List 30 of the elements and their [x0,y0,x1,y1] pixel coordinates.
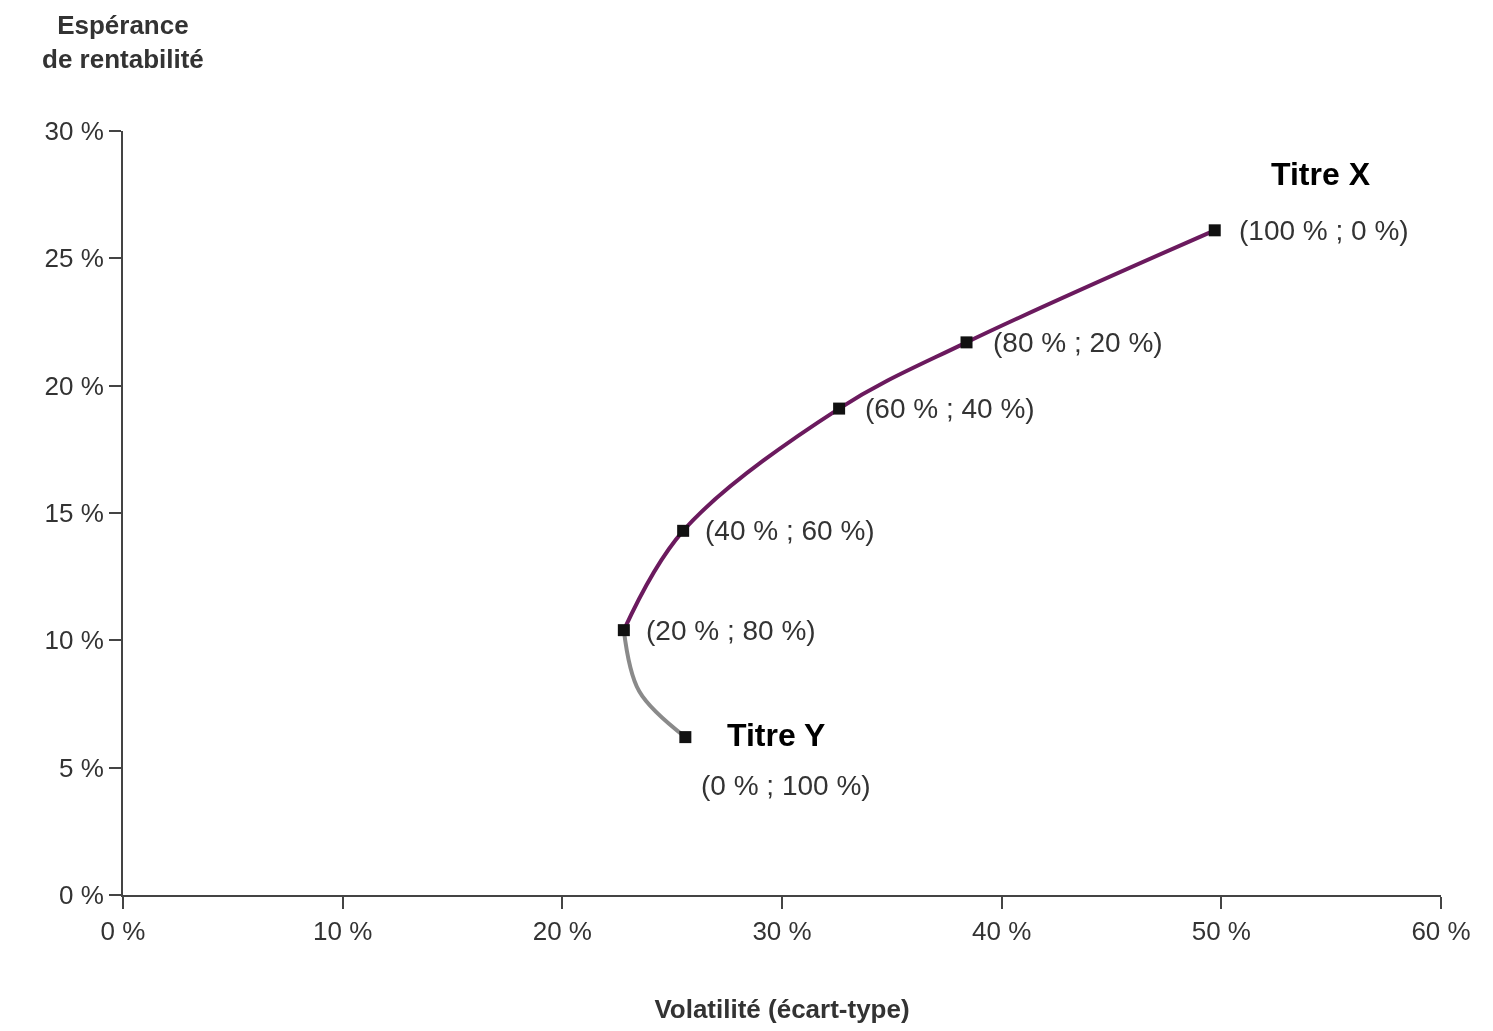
y-tick-label: 10 % [44,625,104,656]
x-tick-label: 10 % [313,916,373,947]
point [960,336,973,349]
annotation: (40 % ; 60 %) [705,515,875,546]
y-tick-label: 30 % [44,116,104,147]
point [833,402,846,415]
annotation: (80 % ; 20 %) [993,327,1163,358]
x-tick-label: 40 % [972,916,1032,947]
x-tick-label: 30 % [752,916,812,947]
annotation: Titre Y [727,717,826,753]
y-tick-label: 0 % [58,880,104,911]
annotation: Titre X [1271,156,1371,192]
point [677,524,690,537]
annotation: (60 % ; 40 %) [865,393,1035,424]
point [1208,224,1221,237]
y-tick-label: 25 % [44,243,104,274]
point [617,624,630,637]
y-tick-label: 20 % [44,370,104,401]
annotation: (20 % ; 80 %) [646,615,816,646]
y-tick-label: 5 % [58,752,104,783]
y-tick-label: 15 % [44,498,104,529]
x-tick-label: 20 % [532,916,592,947]
annotation: (100 % ; 0 %) [1239,215,1409,246]
x-axis-title: Volatilité (écart-type) [654,994,910,1025]
x-tick-label: 50 % [1191,916,1251,947]
x-tick-label: 60 % [1411,916,1471,947]
y-axis-title: Espérance de rentabilité [42,10,204,74]
point [679,731,692,744]
annotation: (0 % ; 100 %) [701,770,871,801]
x-tick-label: 0 % [100,916,146,947]
